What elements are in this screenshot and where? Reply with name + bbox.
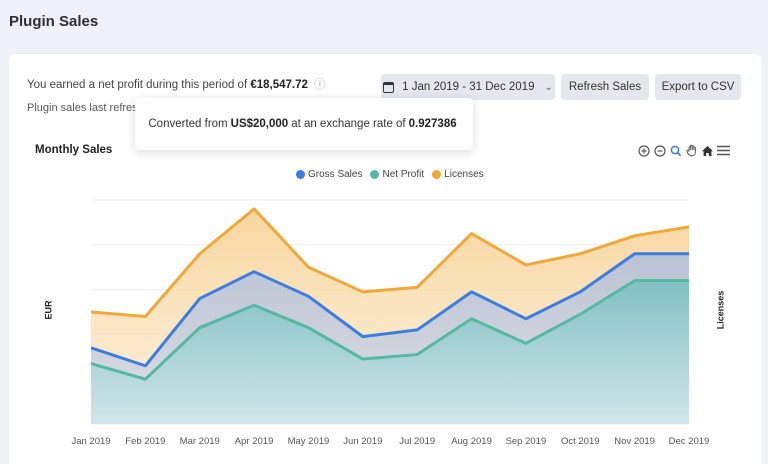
tooltip-amount: US$20,000 — [230, 118, 289, 130]
tooltip-rate: 0.927386 — [408, 118, 457, 130]
x-tick-label: Jan 2019 — [71, 436, 110, 447]
chevron-down-icon: ⌄ — [544, 81, 553, 93]
zoom-out-icon[interactable] — [653, 144, 666, 157]
legend-label: Net Profit — [382, 169, 425, 180]
net-profit-label: You earned a net profit during this peri… — [27, 79, 248, 91]
chart-title: Monthly Sales — [35, 144, 113, 156]
legend-item-licenses[interactable]: Licenses — [432, 169, 484, 180]
tooltip-prefix: Converted from — [148, 118, 228, 130]
area-net-profit — [91, 280, 689, 424]
x-tick-label: Aug 2019 — [451, 436, 492, 447]
page-title: Plugin Sales — [9, 13, 99, 30]
line-gross-sales — [90, 252, 689, 368]
line-net-profit — [90, 279, 689, 381]
x-tick-label: Sep 2019 — [506, 436, 547, 447]
legend-item-gross-sales[interactable]: Gross Sales — [296, 169, 362, 180]
legend-marker — [432, 170, 442, 179]
sales-card: You earned a net profit during this peri… — [9, 54, 761, 464]
legend-marker — [370, 170, 380, 179]
x-tick-label: Feb 2019 — [125, 436, 165, 447]
chart-legend: Gross Sales Net Profit Licenses — [296, 169, 484, 180]
date-range-picker[interactable]: 1 Jan 2019 - 31 Dec 2019 ⌄ — [381, 74, 555, 100]
net-profit-value: €18,547.72 — [250, 79, 308, 91]
x-tick-label: Oct 2019 — [561, 436, 600, 447]
line-licenses — [90, 207, 690, 318]
calendar-icon — [383, 81, 395, 93]
search-icon[interactable] — [669, 144, 682, 157]
info-icon[interactable]: ⓘ — [314, 79, 326, 91]
tooltip-middle: at an exchange rate of — [291, 118, 406, 130]
x-tick-label: Dec 2019 — [669, 436, 710, 447]
exchange-rate-tooltip: Converted from US$20,000 at an exchange … — [135, 98, 473, 150]
x-tick-label: Apr 2019 — [235, 436, 274, 447]
last-refreshed-text: Plugin sales last refres — [27, 102, 138, 114]
x-tick-label: May 2019 — [288, 436, 330, 447]
export-csv-button[interactable]: Export to CSV — [655, 74, 741, 100]
legend-label: Gross Sales — [308, 169, 363, 180]
net-profit-summary: You earned a net profit during this peri… — [27, 76, 326, 92]
chart-toolbar — [637, 144, 730, 157]
menu-icon[interactable] — [717, 144, 730, 157]
x-tick-label: Mar 2019 — [180, 436, 220, 447]
pan-hand-icon[interactable] — [685, 144, 698, 157]
monthly-sales-chart: Jan 2019 Feb 2019 Mar 2019 Apr 2019 May 2019… — [71, 199, 710, 447]
legend-item-net-profit[interactable]: Net Profit — [370, 169, 424, 180]
x-tick-label: Nov 2019 — [614, 436, 655, 447]
zoom-in-icon[interactable] — [637, 144, 650, 157]
x-tick-label: Jun 2019 — [343, 436, 382, 447]
date-range-value: 1 Jan 2019 - 31 Dec 2019 — [402, 81, 535, 93]
legend-label: Licenses — [444, 169, 484, 180]
home-icon[interactable] — [701, 144, 714, 157]
legend-marker — [296, 170, 305, 179]
refresh-sales-button[interactable]: Refresh Sales — [561, 74, 649, 100]
x-tick-label: Jul 2019 — [399, 436, 435, 447]
